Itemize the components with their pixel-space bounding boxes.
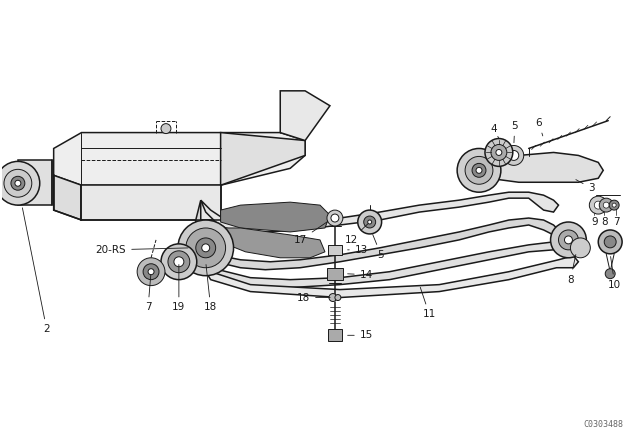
Circle shape	[0, 161, 40, 205]
Text: 3: 3	[576, 180, 595, 193]
Text: 17: 17	[294, 222, 328, 245]
Text: 6: 6	[535, 118, 543, 136]
Circle shape	[161, 244, 196, 280]
Text: 15: 15	[348, 330, 373, 340]
Circle shape	[15, 180, 21, 186]
Text: 4: 4	[491, 124, 499, 138]
Circle shape	[161, 124, 171, 134]
Polygon shape	[54, 133, 305, 185]
Circle shape	[168, 251, 190, 273]
Text: 9: 9	[591, 217, 598, 227]
Text: 19: 19	[172, 264, 186, 312]
Circle shape	[364, 216, 376, 228]
Circle shape	[11, 177, 25, 190]
Polygon shape	[221, 133, 305, 185]
Circle shape	[358, 210, 381, 234]
Circle shape	[550, 222, 586, 258]
Circle shape	[564, 236, 572, 244]
Circle shape	[509, 151, 519, 160]
Polygon shape	[327, 268, 343, 280]
Text: 20-RS: 20-RS	[95, 245, 188, 255]
Circle shape	[331, 214, 339, 222]
Circle shape	[137, 258, 165, 286]
Circle shape	[609, 200, 619, 210]
Text: C0303488: C0303488	[583, 420, 623, 429]
Text: 11: 11	[420, 287, 436, 319]
Polygon shape	[328, 329, 342, 341]
Circle shape	[559, 230, 579, 250]
Circle shape	[335, 294, 341, 301]
Circle shape	[605, 269, 615, 279]
Circle shape	[186, 228, 225, 268]
Circle shape	[496, 150, 502, 155]
Text: 14: 14	[348, 270, 373, 280]
Text: 18: 18	[297, 293, 330, 302]
Text: 2: 2	[22, 208, 50, 334]
Polygon shape	[54, 175, 81, 220]
Circle shape	[465, 156, 493, 184]
Circle shape	[202, 244, 210, 252]
Circle shape	[476, 168, 482, 173]
Circle shape	[604, 236, 616, 248]
Polygon shape	[469, 152, 604, 182]
Polygon shape	[280, 91, 330, 141]
Circle shape	[599, 198, 613, 212]
Circle shape	[329, 293, 337, 302]
Text: 13: 13	[348, 245, 368, 255]
Circle shape	[612, 203, 616, 207]
Polygon shape	[205, 256, 579, 297]
Polygon shape	[201, 192, 559, 232]
Text: 18: 18	[204, 264, 218, 312]
Text: 12: 12	[344, 224, 368, 245]
Circle shape	[589, 196, 607, 214]
Text: 5: 5	[511, 121, 518, 143]
Circle shape	[604, 202, 609, 208]
Text: 8: 8	[567, 254, 576, 284]
Circle shape	[472, 164, 486, 177]
Circle shape	[598, 230, 622, 254]
Circle shape	[174, 257, 184, 267]
Text: 7: 7	[613, 217, 620, 227]
Polygon shape	[81, 185, 221, 220]
Circle shape	[491, 145, 507, 160]
Circle shape	[148, 269, 154, 275]
Text: 8: 8	[601, 217, 607, 227]
Polygon shape	[221, 228, 325, 258]
Polygon shape	[221, 202, 330, 232]
Circle shape	[570, 238, 590, 258]
Circle shape	[178, 220, 234, 276]
Circle shape	[4, 169, 32, 197]
Text: 5: 5	[372, 234, 384, 260]
Polygon shape	[196, 240, 579, 288]
Circle shape	[595, 201, 602, 209]
Text: 10: 10	[608, 257, 621, 289]
Circle shape	[485, 138, 513, 166]
Polygon shape	[196, 200, 559, 270]
Text: 7: 7	[145, 275, 152, 312]
Polygon shape	[18, 160, 52, 205]
Circle shape	[196, 238, 216, 258]
Circle shape	[327, 210, 343, 226]
Polygon shape	[328, 245, 342, 255]
Circle shape	[143, 264, 159, 280]
Circle shape	[457, 148, 501, 192]
Circle shape	[368, 220, 372, 224]
Circle shape	[504, 146, 524, 165]
